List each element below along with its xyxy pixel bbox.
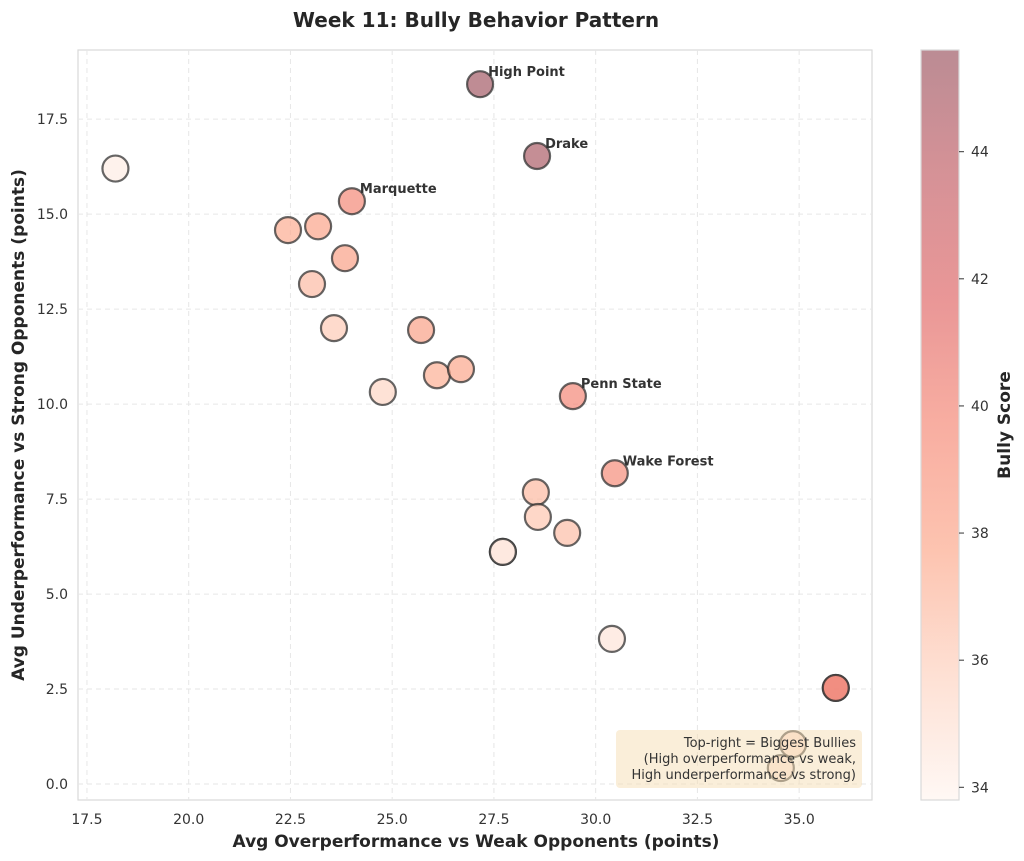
data-point [488,537,517,566]
y-tick-label: 5.0 [46,587,68,603]
data-point-marquette [337,187,366,216]
point-label: Penn State [581,377,662,392]
colorbar-tick-label: 38 [971,526,989,542]
data-point [304,212,333,241]
x-tick-label: 25.0 [377,812,408,828]
colorbar-tick-label: 34 [971,780,989,796]
annotation-line: Top-right = Biggest Bullies [683,736,856,751]
data-point [368,377,397,407]
x-tick-label: 22.5 [275,812,306,828]
annotation-box: Top-right = Biggest Bullies(High overper… [616,730,862,788]
y-tick-label: 2.5 [46,682,68,698]
colorbar-tick-label: 44 [971,145,989,161]
data-point [297,269,327,299]
y-tick-label: 15.0 [37,207,68,223]
data-point [273,215,303,245]
y-axis-label: Avg Underperformance vs Strong Opponents… [9,169,29,681]
chart-title: Week 11: Bully Behavior Pattern [293,8,659,32]
point-label: Drake [545,137,588,152]
data-point [597,624,627,654]
point-label: High Point [488,65,565,80]
colorbar: 34 36 38 40 42 44 [920,49,989,801]
data-point-high-point [465,70,495,99]
x-tick-label: 17.5 [71,812,102,828]
data-point [406,315,436,345]
y-tick-label: 7.5 [46,492,68,508]
annotation-line: (High overperformance vs weak, [644,752,856,767]
x-tick-label: 27.5 [478,812,509,828]
x-tick-label: 35.0 [784,812,815,828]
colorbar-tick-label: 36 [971,653,989,669]
point-labels: High Point Drake Marquette Penn State Wake F… [360,65,714,469]
data-point [422,361,452,390]
data-point-drake [522,141,552,171]
data-point [319,314,349,343]
x-tick-label: 32.5 [682,812,713,828]
y-axis-ticks: 0.0 2.5 5.0 7.5 10.0 12.5 15.0 17.5 [37,112,68,793]
data-point [821,673,850,703]
data-point [330,244,360,273]
data-point-wake-forest [600,459,629,488]
annotation-background [616,730,862,788]
colorbar-label: Bully Score [995,371,1015,479]
x-tick-label: 20.0 [173,812,204,828]
data-point [101,154,130,183]
data-point [523,502,552,532]
data-point [446,355,476,384]
y-tick-label: 10.0 [37,397,68,413]
y-tick-label: 17.5 [37,112,68,128]
y-tick-label: 12.5 [37,302,68,318]
y-tick-label: 0.0 [46,777,68,793]
data-point [521,478,550,507]
data-points [101,70,850,783]
data-point [553,518,582,548]
colorbar-tick-label: 40 [971,399,989,415]
x-axis-label: Avg Overperformance vs Weak Opponents (p… [233,832,720,852]
plot-area [77,49,873,801]
colorbar-tick-label: 42 [971,272,989,288]
point-label: Marquette [360,182,437,197]
plot-frame [77,49,873,801]
x-tick-label: 30.0 [580,812,611,828]
data-point-penn-state [558,382,587,411]
annotation-line: High underperformance vs strong) [631,768,856,783]
x-axis-ticks: 17.5 20.0 22.5 25.0 27.5 30.0 32.5 35.0 [71,812,814,828]
colorbar-gradient [920,49,960,801]
point-label: Wake Forest [623,454,714,469]
